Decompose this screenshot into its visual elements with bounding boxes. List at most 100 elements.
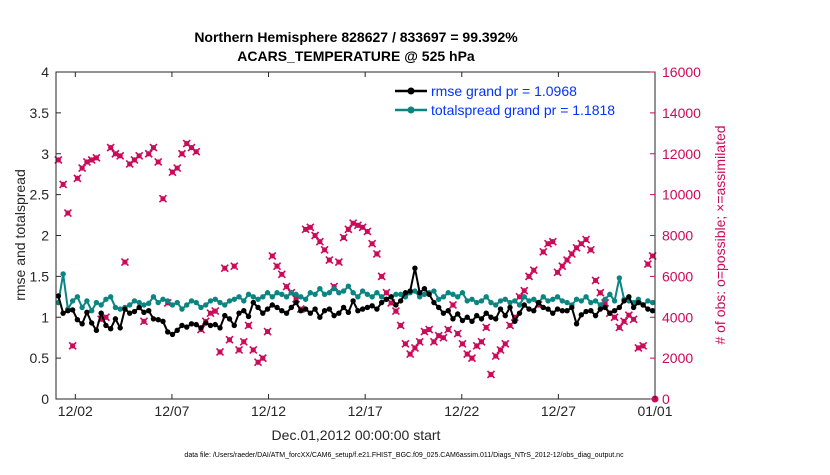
obs-marker-core [516, 294, 523, 300]
totalspread-point [93, 299, 100, 306]
obs-assimilated-marker [272, 262, 282, 271]
totalspread-point [165, 298, 171, 304]
obs-marker-core [174, 165, 180, 171]
rmse-point [79, 321, 85, 327]
y-axis-label-right: # of obs: o=possible; ×=assimilated [712, 125, 728, 344]
totalspread-point [583, 294, 589, 300]
rmse-point [203, 320, 209, 326]
totalspread-point [198, 304, 204, 311]
obs-assimilated-marker [439, 333, 448, 342]
totalspread-point [440, 294, 447, 300]
obs-assimilated-marker [482, 323, 491, 332]
obs-marker-core [483, 324, 489, 331]
rmse-point [179, 322, 185, 329]
obs-assimilated-marker [410, 343, 419, 352]
obs-marker-core [260, 355, 266, 361]
obs-marker-core [269, 253, 275, 259]
rmse-point [369, 303, 375, 309]
rmse-point [364, 304, 371, 311]
totalspread-point [117, 306, 123, 312]
rmse-point [559, 308, 565, 314]
rmse-point [483, 310, 489, 316]
obs-marker-core [65, 210, 71, 216]
obs-marker-core [231, 263, 237, 269]
obs-assimilated-marker [234, 345, 244, 355]
obs-marker-core [493, 353, 499, 359]
totalspread-point [350, 290, 356, 296]
rmse-point [393, 302, 399, 308]
rmse-point [597, 306, 604, 312]
rmse-point [312, 306, 318, 312]
totalspread-point [611, 298, 618, 304]
obs-assimilated-marker [120, 258, 129, 267]
totalspread-point [545, 298, 551, 304]
rmse-point [107, 325, 114, 332]
totalspread-point [179, 306, 185, 312]
obs-marker-core [93, 155, 100, 161]
y-left-tick-label: 3 [41, 146, 49, 162]
obs-assimilated-marker [315, 237, 324, 246]
rmse-point [635, 299, 642, 306]
totalspread-point [264, 290, 271, 296]
obs-assimilated-marker [306, 223, 315, 232]
obs-marker-core [117, 153, 123, 159]
obs-assimilated-marker [268, 251, 277, 261]
obs-marker-core [364, 228, 370, 235]
obs-assimilated-marker [78, 163, 87, 173]
obs-assimilated-marker [154, 157, 163, 166]
rmse-point [407, 288, 413, 294]
rmse-point [112, 316, 119, 322]
totalspread-point [559, 298, 565, 304]
rmse-point [93, 327, 100, 334]
obs-assimilated-marker [158, 194, 168, 203]
rmse-point [174, 327, 180, 334]
rmse-point [241, 308, 247, 314]
rmse-point [165, 329, 171, 335]
totalspread-point [98, 302, 104, 308]
rmse-point [540, 304, 546, 311]
totalspread-point [112, 304, 119, 311]
rmse-point [255, 304, 261, 311]
totalspread-point [421, 291, 428, 298]
obs-marker-core [236, 347, 242, 353]
y-left-tick-label: 3.5 [30, 105, 50, 121]
totalspread-point [193, 299, 199, 306]
rmse-point [497, 306, 504, 312]
obs-marker-core [274, 263, 280, 269]
rmse-point [260, 310, 266, 316]
obs-assimilated-marker [415, 337, 424, 346]
rmse-point [55, 293, 62, 299]
obs-assimilated-marker [173, 163, 182, 173]
obs-marker-core [336, 259, 342, 265]
y-right-tick-label: 10000 [662, 187, 701, 203]
rmse-point [293, 299, 299, 306]
totalspread-point [326, 290, 333, 296]
obs-marker-core [103, 314, 109, 320]
totalspread-point [88, 308, 95, 314]
obs-assimilated-marker [539, 247, 548, 256]
rmse-point [450, 316, 456, 322]
obs-marker-core [222, 265, 228, 271]
obs-assimilated-marker [491, 352, 500, 361]
totalspread-point [374, 290, 380, 296]
rmse-point [188, 321, 195, 327]
totalspread-point [455, 294, 461, 300]
obs-marker-core [640, 343, 646, 349]
obs-assimilated-marker [529, 266, 538, 275]
obs-assimilated-marker [368, 239, 377, 248]
totalspread-point [540, 294, 546, 300]
rmse-point [531, 308, 537, 314]
obs-marker-core [616, 324, 622, 331]
y-right-tick-label: 16000 [662, 64, 701, 80]
obs-assimilated-marker [639, 341, 648, 350]
obs-marker-core [588, 247, 594, 253]
obs-assimilated-marker [59, 180, 68, 189]
totalspread-point [279, 291, 285, 298]
rmse-point [630, 304, 637, 311]
totalspread-point [136, 299, 142, 306]
obs-assimilated-marker [643, 260, 652, 269]
obs-marker-core [550, 239, 556, 245]
totalspread-point [69, 298, 76, 304]
totalspread-point [588, 299, 594, 306]
